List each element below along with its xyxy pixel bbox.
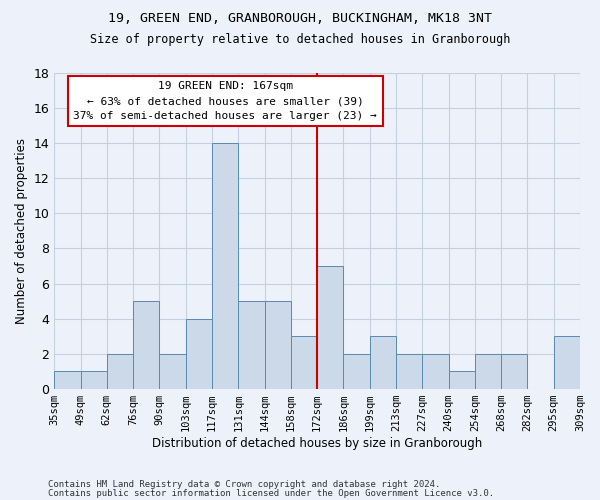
- Text: Contains HM Land Registry data © Crown copyright and database right 2024.: Contains HM Land Registry data © Crown c…: [48, 480, 440, 489]
- Bar: [501, 354, 527, 389]
- Bar: [449, 372, 475, 389]
- Bar: [422, 354, 449, 389]
- Bar: [160, 354, 186, 389]
- Bar: [80, 372, 107, 389]
- Bar: [265, 301, 291, 389]
- Bar: [238, 301, 265, 389]
- Text: Size of property relative to detached houses in Granborough: Size of property relative to detached ho…: [90, 32, 510, 46]
- Bar: [317, 266, 343, 389]
- Bar: [291, 336, 317, 389]
- Bar: [186, 318, 212, 389]
- Bar: [343, 354, 370, 389]
- Bar: [107, 354, 133, 389]
- Bar: [475, 354, 501, 389]
- Bar: [54, 372, 80, 389]
- Bar: [396, 354, 422, 389]
- Bar: [370, 336, 396, 389]
- Text: 19 GREEN END: 167sqm
← 63% of detached houses are smaller (39)
37% of semi-detac: 19 GREEN END: 167sqm ← 63% of detached h…: [73, 82, 377, 121]
- Bar: [133, 301, 160, 389]
- Bar: [212, 143, 238, 389]
- X-axis label: Distribution of detached houses by size in Granborough: Distribution of detached houses by size …: [152, 437, 482, 450]
- Bar: [554, 336, 580, 389]
- Text: 19, GREEN END, GRANBOROUGH, BUCKINGHAM, MK18 3NT: 19, GREEN END, GRANBOROUGH, BUCKINGHAM, …: [108, 12, 492, 26]
- Text: Contains public sector information licensed under the Open Government Licence v3: Contains public sector information licen…: [48, 490, 494, 498]
- Y-axis label: Number of detached properties: Number of detached properties: [15, 138, 28, 324]
